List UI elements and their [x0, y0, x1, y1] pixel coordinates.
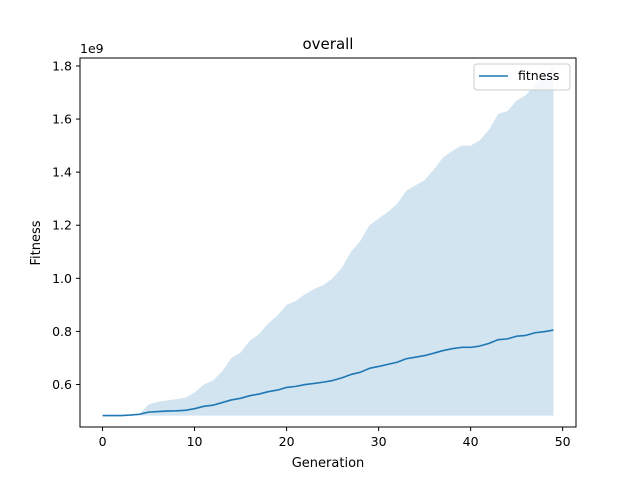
x-tick-label: 0 — [99, 434, 107, 449]
y-tick-label: 0.8 — [52, 324, 72, 339]
y-tick-label: 1.6 — [52, 112, 72, 127]
x-tick-label: 40 — [463, 434, 479, 449]
plot-frame — [79, 57, 577, 428]
x-tick-label: 20 — [279, 434, 295, 449]
y-tick-label: 1.2 — [52, 218, 72, 233]
x-tick-label: 30 — [371, 434, 387, 449]
x-axis-label: Generation — [292, 456, 365, 471]
x-tick-label: 10 — [187, 434, 203, 449]
y-offset-label: 1e9 — [80, 41, 104, 56]
y-tick-label: 1.4 — [52, 165, 72, 180]
legend-label-fitness: fitness — [518, 68, 559, 83]
y-tick-label: 1.8 — [52, 58, 72, 73]
legend-box — [473, 63, 571, 91]
chart-title: overall — [303, 35, 354, 53]
fitness-range-band — [102, 65, 554, 416]
fitness-series-line — [102, 329, 554, 417]
y-tick-label: 0.6 — [52, 377, 72, 392]
x-tick-label: 50 — [555, 434, 571, 449]
legend: fitness — [473, 63, 571, 91]
y-axis-label: Fitness — [29, 220, 44, 265]
y-tick-label: 1.0 — [52, 271, 72, 286]
